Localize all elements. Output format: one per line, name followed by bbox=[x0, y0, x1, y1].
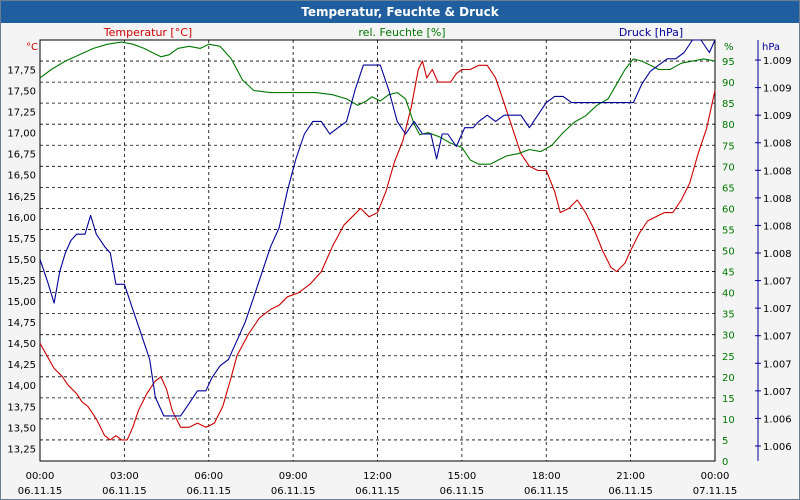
x-tick-time-label: 03:00 bbox=[110, 471, 139, 482]
pressure-tick-label: 1.007 bbox=[763, 277, 792, 288]
temperature-tick-label: 13,50 bbox=[7, 423, 36, 434]
temperature-tick-label: 16,75 bbox=[7, 150, 36, 161]
humidity-tick-label: 50 bbox=[722, 247, 735, 258]
temperature-tick-label: 17,00 bbox=[7, 129, 36, 140]
temperature-tick-label: 14,25 bbox=[7, 360, 36, 371]
humidity-tick-label: 15 bbox=[722, 394, 735, 405]
temperature-tick-label: 16,50 bbox=[7, 171, 36, 182]
x-tick-time-label: 12:00 bbox=[363, 471, 392, 482]
pressure-tick-label: 1.008 bbox=[763, 249, 792, 260]
pressure-tick-label: 1.008 bbox=[763, 221, 792, 232]
pressure-tick-label: 1.009 bbox=[763, 84, 792, 95]
temperature-tick-label: 15,75 bbox=[7, 234, 36, 245]
pressure-tick-label: 1.006 bbox=[763, 442, 792, 453]
humidity-tick-label: 0 bbox=[722, 457, 728, 468]
humidity-tick-label: 25 bbox=[722, 352, 735, 363]
grid bbox=[40, 40, 715, 461]
pressure-tick-label: 1.007 bbox=[763, 387, 792, 398]
temperature-tick-label: 13,25 bbox=[7, 444, 36, 455]
pressure-tick-label: 1.007 bbox=[763, 332, 792, 343]
temperature-unit-label: °C bbox=[26, 42, 38, 53]
x-tick-date-label: 06.11.15 bbox=[355, 486, 400, 497]
humidity-tick-label: 55 bbox=[722, 225, 735, 236]
humidity-tick-label: 95 bbox=[722, 57, 735, 68]
temperature-tick-label: 17,50 bbox=[7, 87, 36, 98]
series-layer bbox=[39, 39, 716, 441]
x-tick-date-label: 06.11.15 bbox=[524, 486, 569, 497]
x-tick-date-label: 07.11.15 bbox=[693, 486, 738, 497]
x-tick-date-label: 06.11.15 bbox=[608, 486, 653, 497]
temperature-tick-label: 16,00 bbox=[7, 213, 36, 224]
temperature-tick-label: 15,00 bbox=[7, 297, 36, 308]
temperature-tick-label: 14,75 bbox=[7, 318, 36, 329]
series-line-pressure bbox=[39, 39, 716, 417]
pressure-tick-label: 1.006 bbox=[763, 414, 792, 425]
humidity-tick-label: 30 bbox=[722, 331, 735, 342]
humidity-tick-label: 65 bbox=[722, 183, 735, 194]
labels-layer: 00:00 06.11.15 03:00 06.11.15 06:00 06.11.15 0… bbox=[7, 26, 791, 497]
humidity-axis-title: rel. Feuchte [%] bbox=[358, 26, 445, 39]
humidity-tick-label: 5 bbox=[722, 436, 728, 447]
x-tick-time-label: 15:00 bbox=[447, 471, 476, 482]
humidity-tick-label: 75 bbox=[722, 141, 735, 152]
humidity-tick-label: 70 bbox=[722, 162, 735, 173]
x-tick-date-label: 06.11.15 bbox=[102, 486, 147, 497]
temperature-tick-label: 17,25 bbox=[7, 108, 36, 119]
x-tick-time-label: 21:00 bbox=[616, 471, 645, 482]
x-tick-date-label: 06.11.15 bbox=[18, 486, 63, 497]
temperature-tick-label: 15,50 bbox=[7, 255, 36, 266]
x-tick-date-label: 06.11.15 bbox=[440, 486, 485, 497]
x-tick-time-label: 06:00 bbox=[194, 471, 223, 482]
humidity-tick-label: 45 bbox=[722, 268, 735, 279]
temperature-tick-label: 13,75 bbox=[7, 402, 36, 413]
x-tick-date-label: 06.11.15 bbox=[186, 486, 231, 497]
series-line-humidity bbox=[39, 41, 716, 165]
x-tick-time-label: 09:00 bbox=[279, 471, 308, 482]
temperature-tick-label: 14,50 bbox=[7, 339, 36, 350]
series-line-temperature bbox=[39, 60, 716, 441]
x-tick-time-label: 18:00 bbox=[532, 471, 561, 482]
humidity-tick-label: 60 bbox=[722, 204, 735, 215]
temperature-tick-label: 15,25 bbox=[7, 276, 36, 287]
pressure-tick-label: 1.009 bbox=[763, 111, 792, 122]
temperature-tick-label: 17,75 bbox=[7, 65, 36, 76]
humidity-tick-label: 80 bbox=[722, 120, 735, 131]
pressure-tick-label: 1.008 bbox=[763, 194, 792, 205]
pressure-axis-title: Druck [hPa] bbox=[619, 26, 683, 39]
humidity-tick-label: 90 bbox=[722, 78, 735, 89]
humidity-tick-label: 40 bbox=[722, 289, 735, 300]
humidity-tick-label: 85 bbox=[722, 99, 735, 110]
humidity-tick-label: 35 bbox=[722, 310, 735, 321]
pressure-tick-label: 1.007 bbox=[763, 359, 792, 370]
pressure-tick-label: 1.007 bbox=[763, 304, 792, 315]
temperature-axis-title: Temperatur [°C] bbox=[103, 26, 192, 39]
pressure-tick-label: 1.008 bbox=[763, 166, 792, 177]
humidity-tick-label: 10 bbox=[722, 415, 735, 426]
temperature-tick-label: 16,25 bbox=[7, 192, 36, 203]
humidity-tick-label: 20 bbox=[722, 373, 735, 384]
humidity-unit-label: % bbox=[724, 42, 734, 53]
chart-title: Temperatur, Feuchte & Druck bbox=[1, 1, 799, 23]
pressure-unit-label: hPa bbox=[762, 42, 780, 53]
x-tick-time-label: 00:00 bbox=[701, 471, 730, 482]
x-tick-time-label: 00:00 bbox=[26, 471, 55, 482]
temperature-tick-label: 14,00 bbox=[7, 381, 36, 392]
pressure-tick-label: 1.008 bbox=[763, 139, 792, 150]
pressure-tick-label: 1.009 bbox=[763, 56, 792, 67]
x-tick-date-label: 06.11.15 bbox=[271, 486, 316, 497]
